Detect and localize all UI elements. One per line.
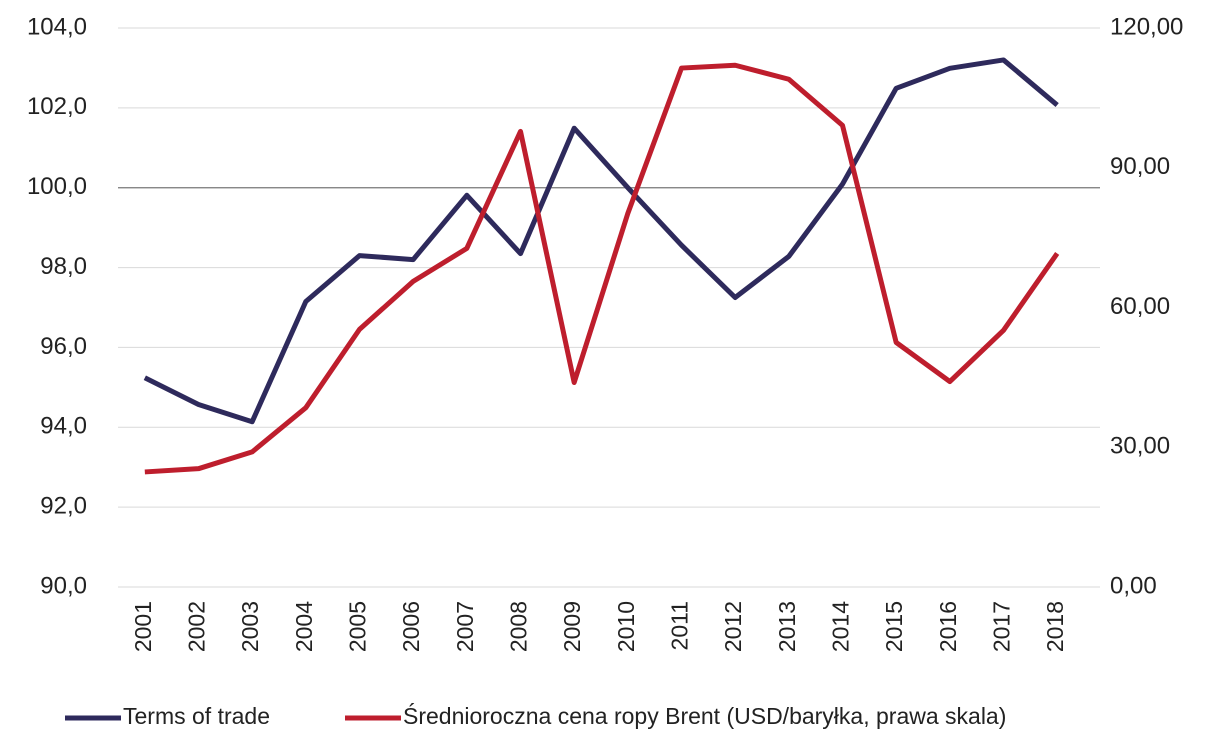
- y-tick-label: 96,0: [40, 333, 87, 360]
- legend-label: Terms of trade: [123, 703, 270, 729]
- y2-tick-label: 60,00: [1110, 293, 1170, 320]
- x-tick-label: 2008: [506, 601, 532, 652]
- x-tick-label: 2001: [130, 601, 156, 652]
- x-tick-label: 2007: [452, 601, 478, 652]
- x-tick-label: 2018: [1042, 601, 1068, 652]
- series-line: [143, 57, 1059, 425]
- legend-label: Średnioroczna cena ropy Brent (USD/barył…: [403, 702, 1006, 729]
- y-tick-label: 100,0: [27, 173, 87, 200]
- x-tick-label: 2002: [184, 601, 210, 652]
- x-tick-label: 2013: [774, 601, 800, 652]
- y-tick-label: 102,0: [27, 93, 87, 120]
- x-tick-label: 2012: [720, 601, 746, 652]
- x-tick-label: 2004: [291, 601, 317, 652]
- y-tick-label: 94,0: [40, 413, 87, 440]
- x-tick-label: 2010: [613, 601, 639, 652]
- y2-tick-label: 30,00: [1110, 433, 1170, 460]
- y2-tick-label: 90,00: [1110, 153, 1170, 180]
- x-tick-label: 2005: [345, 601, 371, 652]
- x-tick-label: 2011: [667, 601, 693, 650]
- x-tick-label: 2017: [989, 601, 1015, 652]
- x-tick-label: 2014: [828, 601, 854, 652]
- x-tick-label: 2009: [559, 601, 585, 652]
- y-tick-label: 92,0: [40, 492, 87, 519]
- y2-tick-label: 0,00: [1110, 572, 1157, 599]
- y-tick-label: 98,0: [40, 253, 87, 280]
- y2-tick-label: 120,00: [1110, 13, 1183, 40]
- x-tick-label: 2016: [935, 601, 961, 652]
- y-tick-label: 90,0: [40, 572, 87, 599]
- y-tick-label: 104,0: [27, 13, 87, 40]
- x-tick-label: 2003: [237, 601, 263, 652]
- x-tick-label: 2006: [398, 601, 424, 652]
- x-tick-label: 2015: [881, 601, 907, 652]
- series-line: [144, 62, 1060, 475]
